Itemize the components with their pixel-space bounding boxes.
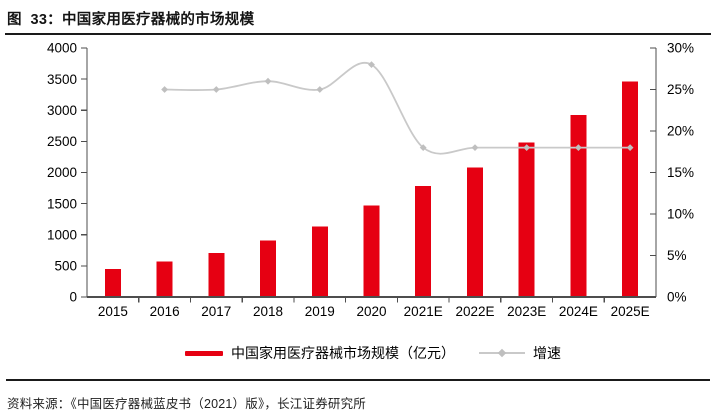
left-axis-tick-label: 1000 [47, 227, 77, 242]
x-axis-label: 2019 [305, 304, 335, 319]
growth-marker-icon [575, 144, 582, 151]
left-axis-tick-label: 2000 [47, 165, 77, 180]
growth-marker-icon [626, 144, 634, 151]
x-axis-label: 2023E [507, 304, 546, 319]
legend-bar-label: 中国家用医疗器械市场规模（亿元） [231, 345, 455, 361]
right-axis-tick-label: 25% [667, 82, 694, 97]
figure-bottom-rule [6, 379, 710, 381]
x-axis-label: 2015 [98, 304, 128, 319]
x-axis-label: 2025E [611, 304, 650, 319]
right-axis-tick-label: 20% [667, 124, 694, 139]
legend-item-market-size: 中国家用医疗器械市场规模（亿元） [185, 343, 455, 363]
legend-item-growth: 增速 [479, 343, 561, 363]
legend-diamond-marker-icon [497, 348, 507, 358]
growth-marker-icon [368, 61, 375, 68]
bar-2023E [518, 142, 535, 297]
source-note: 资料来源：《中国医疗器械蓝皮书（2021）版》，长江证券研究所 [7, 397, 367, 411]
x-axis-label: 2016 [150, 304, 180, 319]
bar-2021E [415, 186, 432, 297]
growth-marker-icon [471, 144, 479, 151]
legend-bar-swatch [185, 350, 223, 356]
right-axis-tick-label: 30% [667, 41, 694, 56]
x-axis-label: 2024E [559, 304, 598, 319]
bar-2022E [467, 167, 483, 297]
x-axis-label: 2020 [356, 304, 386, 319]
left-axis-tick-label: 500 [54, 259, 77, 274]
growth-marker-icon [212, 86, 220, 93]
x-axis-label: 2018 [253, 304, 283, 319]
bar-2020 [363, 205, 380, 297]
growth-marker-icon [316, 86, 324, 93]
bar-2018 [260, 240, 276, 297]
right-axis-tick-label: 0% [667, 290, 687, 305]
x-axis-label: 2017 [201, 304, 231, 319]
left-axis-tick-label: 4000 [47, 41, 77, 56]
x-axis-label: 2021E [404, 304, 443, 319]
bar-2015 [104, 269, 121, 297]
chart-legend: 中国家用医疗器械市场规模（亿元） 增速 [0, 344, 720, 362]
bar-2017 [208, 252, 225, 297]
left-axis-tick-label: 1500 [47, 196, 77, 211]
growth-marker-icon [523, 144, 531, 151]
right-axis-tick-label: 10% [667, 207, 694, 222]
left-axis-tick-label: 3500 [47, 72, 77, 87]
legend-line-label: 增速 [533, 345, 561, 361]
bar-2025E [622, 81, 639, 297]
left-axis-tick-label: 3000 [47, 103, 77, 118]
growth-marker-icon [419, 144, 427, 151]
right-axis-tick-label: 5% [667, 248, 687, 263]
x-axis-label: 2022E [455, 304, 494, 319]
bar-2024E [570, 115, 587, 297]
figure-title: 图 33：中国家用医疗器械的市场规模 [5, 6, 711, 35]
growth-line [164, 61, 631, 155]
left-axis-tick-label: 0 [69, 290, 77, 305]
bar-2019 [311, 226, 328, 297]
left-axis-tick-label: 2500 [47, 134, 77, 149]
bar-2016 [156, 261, 173, 297]
chart-plot-area: 0 500 1000 1500 2000 2500 3000 3500 4000 0% 5% 10% 1… [47, 41, 694, 319]
growth-marker-icon [161, 86, 168, 93]
growth-marker-icon [264, 77, 272, 85]
legend-line-swatch [479, 348, 525, 358]
right-axis-tick-label: 15% [667, 165, 694, 180]
